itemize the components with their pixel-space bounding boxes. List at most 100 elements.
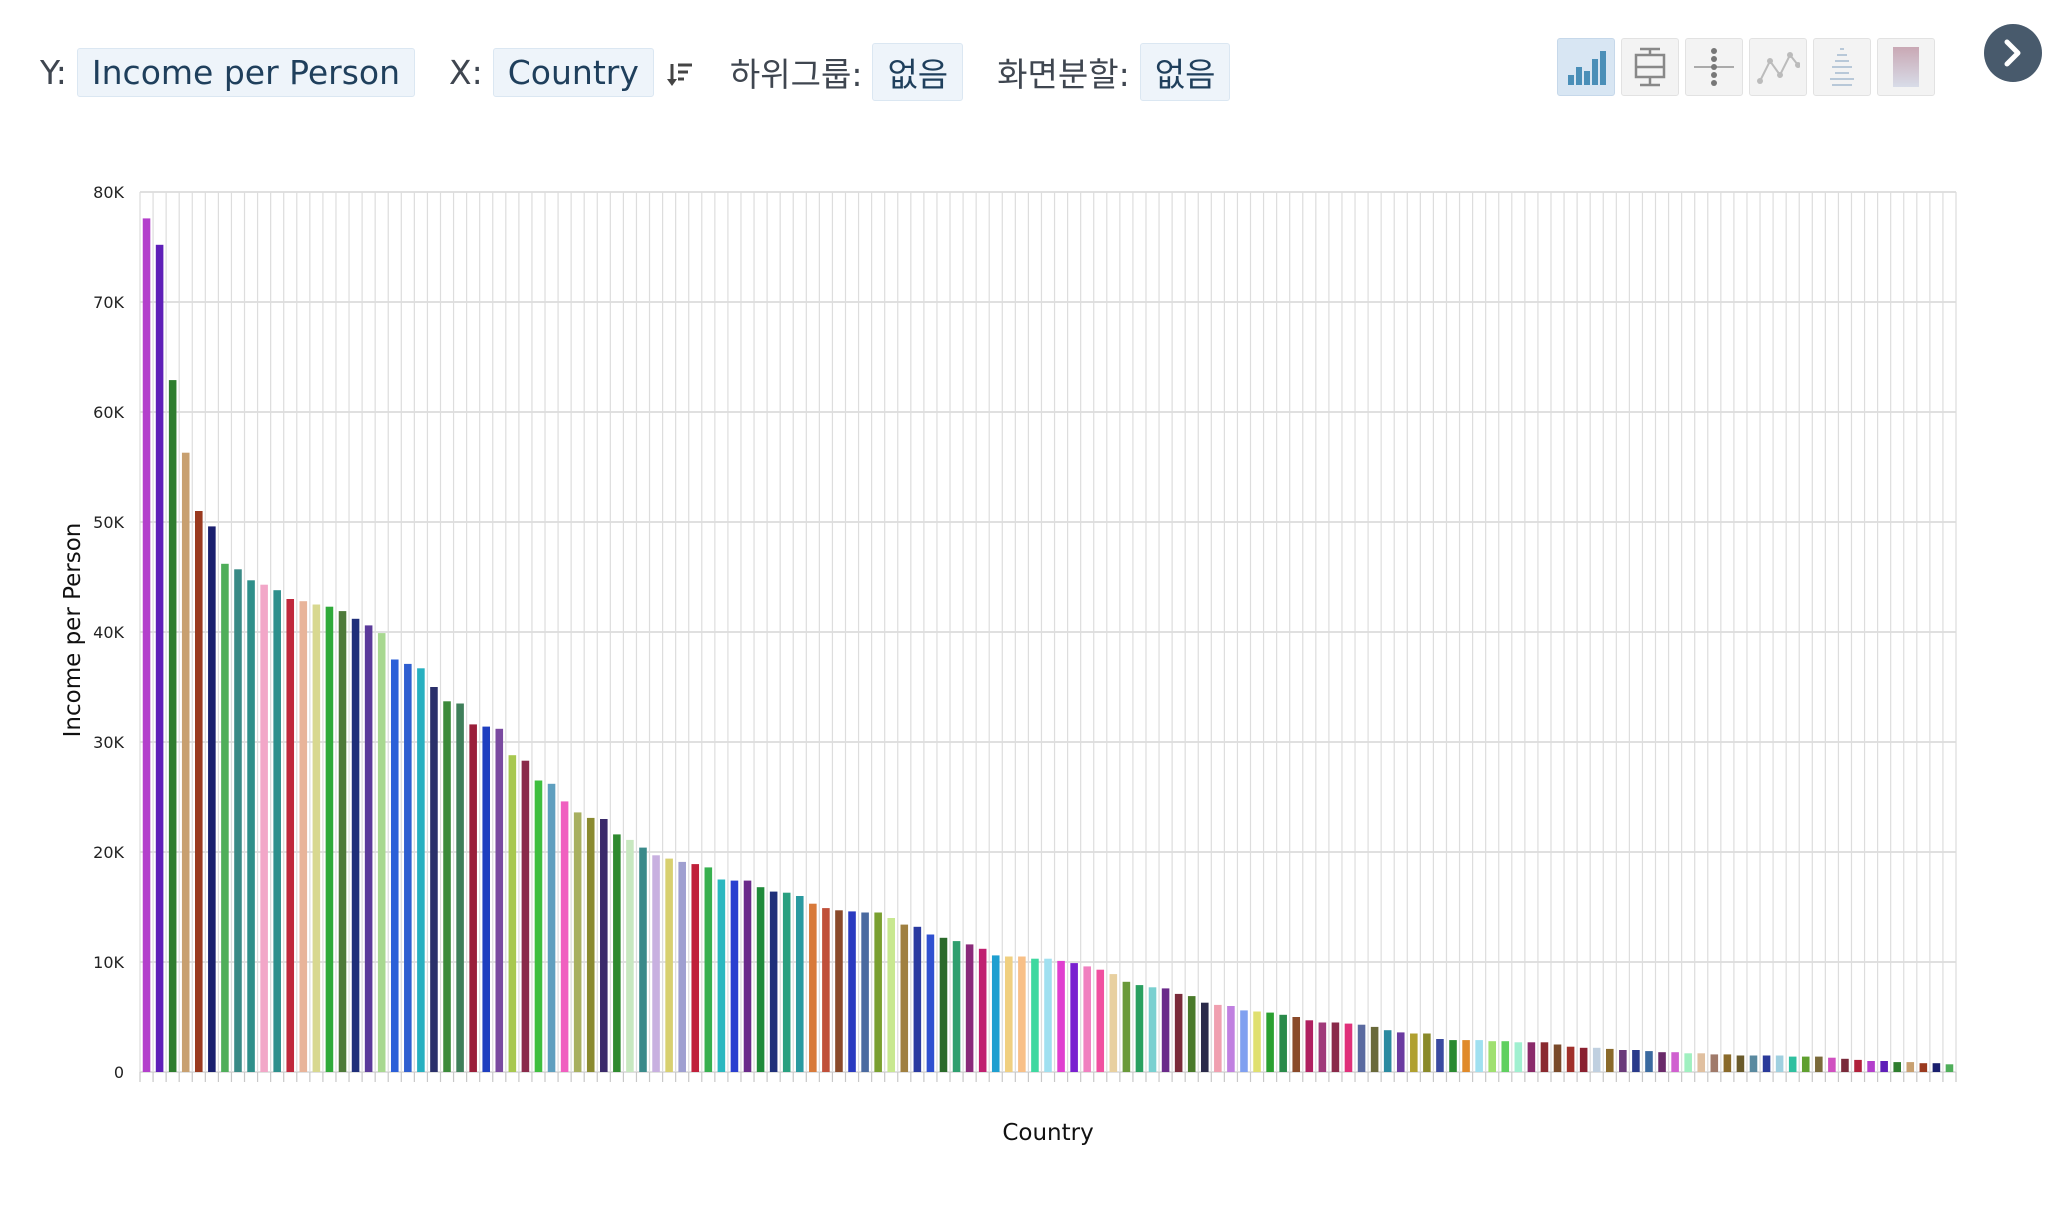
bar[interactable]: [1135, 985, 1144, 1072]
bar[interactable]: [1475, 1040, 1483, 1072]
bar[interactable]: [1762, 1055, 1771, 1073]
sort-icon[interactable]: [666, 52, 696, 92]
bar[interactable]: [1671, 1052, 1679, 1072]
bar[interactable]: [1187, 996, 1196, 1072]
bar[interactable]: [234, 569, 242, 1072]
bar[interactable]: [1945, 1064, 1954, 1072]
y-axis-selector[interactable]: Income per Person: [76, 47, 416, 97]
bar[interactable]: [430, 687, 438, 1072]
bar[interactable]: [782, 892, 791, 1072]
bar[interactable]: [560, 801, 569, 1072]
bar[interactable]: [221, 563, 229, 1072]
bar[interactable]: [260, 584, 268, 1072]
bar[interactable]: [534, 780, 543, 1073]
bar[interactable]: [390, 659, 399, 1073]
bar[interactable]: [1815, 1056, 1823, 1072]
dot-plot-button[interactable]: [1685, 38, 1743, 96]
bar[interactable]: [469, 724, 477, 1072]
bar[interactable]: [1658, 1052, 1666, 1072]
bar[interactable]: [1174, 993, 1183, 1072]
bar[interactable]: [848, 911, 856, 1072]
subgroup-selector[interactable]: 없음: [872, 43, 964, 101]
bar[interactable]: [1867, 1061, 1875, 1072]
bar[interactable]: [900, 924, 909, 1072]
bar[interactable]: [756, 887, 765, 1072]
bar[interactable]: [809, 903, 817, 1072]
bar[interactable]: [247, 580, 255, 1072]
bar[interactable]: [652, 855, 660, 1072]
bar[interactable]: [1396, 1032, 1405, 1072]
bar[interactable]: [1906, 1062, 1915, 1072]
bar[interactable]: [1266, 1012, 1274, 1072]
bar[interactable]: [1632, 1050, 1640, 1072]
bar[interactable]: [1070, 963, 1078, 1072]
bar[interactable]: [1919, 1063, 1928, 1072]
bar[interactable]: [1227, 1006, 1235, 1072]
bar[interactable]: [1697, 1053, 1706, 1072]
bar[interactable]: [1318, 1022, 1327, 1073]
bar[interactable]: [1775, 1055, 1784, 1073]
bar[interactable]: [639, 847, 647, 1072]
bar[interactable]: [1828, 1057, 1836, 1072]
bar[interactable]: [717, 879, 726, 1073]
bar[interactable]: [1501, 1041, 1510, 1072]
line-chart-button[interactable]: [1749, 38, 1807, 96]
bar[interactable]: [691, 864, 700, 1072]
bar[interactable]: [1109, 974, 1118, 1072]
bar[interactable]: [1893, 1062, 1901, 1072]
bar[interactable]: [769, 891, 778, 1072]
bar[interactable]: [1057, 960, 1065, 1072]
bar[interactable]: [1449, 1040, 1457, 1072]
bar[interactable]: [939, 937, 948, 1072]
bar[interactable]: [1436, 1039, 1444, 1072]
bar[interactable]: [1788, 1056, 1797, 1072]
bar[interactable]: [730, 880, 739, 1072]
bar[interactable]: [482, 726, 491, 1072]
bar[interactable]: [1514, 1042, 1523, 1072]
bar[interactable]: [547, 783, 556, 1072]
bar[interactable]: [1031, 958, 1039, 1072]
bar[interactable]: [1645, 1051, 1653, 1072]
bar[interactable]: [1841, 1058, 1849, 1072]
bar[interactable]: [273, 590, 281, 1072]
bar[interactable]: [704, 867, 713, 1072]
strip-plot-button[interactable]: [1813, 38, 1871, 96]
bar[interactable]: [155, 244, 164, 1073]
next-panel-button[interactable]: [1984, 24, 2042, 82]
bar[interactable]: [377, 633, 386, 1072]
bar[interactable]: [1292, 1017, 1301, 1072]
bar[interactable]: [626, 839, 634, 1072]
bar[interactable]: [521, 760, 530, 1072]
bar[interactable]: [600, 819, 608, 1072]
bar[interactable]: [678, 861, 686, 1072]
bar[interactable]: [1684, 1053, 1692, 1072]
bar[interactable]: [1370, 1026, 1379, 1072]
bar[interactable]: [195, 511, 203, 1072]
bar[interactable]: [1344, 1023, 1353, 1072]
bar[interactable]: [417, 668, 425, 1072]
bar[interactable]: [1488, 1041, 1496, 1072]
bar[interactable]: [1527, 1042, 1536, 1072]
bar[interactable]: [1880, 1061, 1888, 1072]
bar[interactable]: [1018, 956, 1026, 1073]
bar[interactable]: [861, 912, 869, 1073]
bar[interactable]: [1240, 1010, 1248, 1072]
bar[interactable]: [795, 896, 804, 1072]
bar[interactable]: [1200, 1002, 1209, 1072]
bar[interactable]: [1044, 958, 1052, 1072]
bar-chart-button[interactable]: [1557, 38, 1615, 96]
bar[interactable]: [1122, 981, 1131, 1072]
bar[interactable]: [364, 625, 373, 1072]
bar[interactable]: [508, 755, 517, 1072]
bar[interactable]: [743, 880, 752, 1072]
bar[interactable]: [665, 858, 673, 1072]
bar[interactable]: [1305, 1020, 1314, 1072]
bar[interactable]: [1566, 1046, 1575, 1072]
bar[interactable]: [1253, 1011, 1261, 1073]
heatmap-button[interactable]: [1877, 38, 1935, 96]
bar[interactable]: [835, 910, 843, 1072]
bar[interactable]: [613, 834, 621, 1072]
x-axis-selector[interactable]: Country: [492, 47, 654, 97]
bar[interactable]: [312, 604, 321, 1073]
bar[interactable]: [573, 812, 582, 1072]
